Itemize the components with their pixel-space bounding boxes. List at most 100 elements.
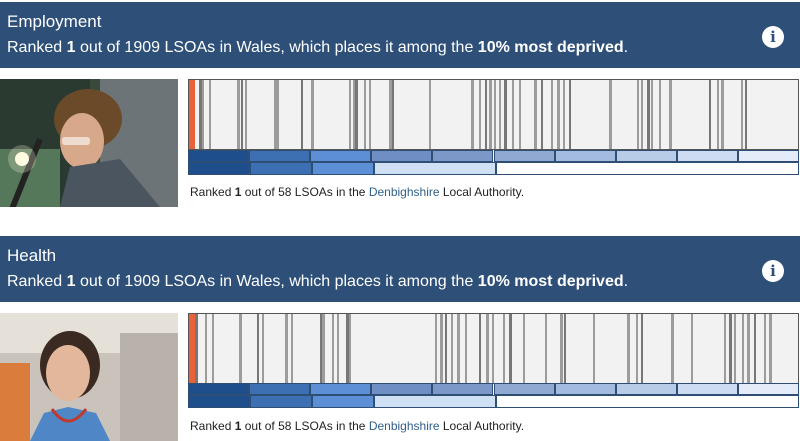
lsoa-tick <box>311 80 314 149</box>
lsoa-tick <box>564 314 566 383</box>
lsoa-tick <box>545 314 547 383</box>
lsoa-tick <box>636 314 638 383</box>
lsoa-tick <box>557 80 560 149</box>
lsoa-tick <box>512 80 514 149</box>
lsoa-tick <box>195 314 198 383</box>
lsoa-tick <box>745 80 747 149</box>
lsoa-tick <box>717 80 719 149</box>
lsoa-tick <box>274 80 277 149</box>
decile-segment <box>616 150 677 162</box>
lsoa-tick <box>257 314 259 383</box>
lsoa-tick <box>659 80 661 149</box>
lsoa-tick <box>742 314 744 383</box>
lsoa-tick <box>262 314 264 383</box>
decile-segment <box>432 150 493 162</box>
quintile-segment <box>250 162 312 175</box>
decile-segment <box>494 150 555 162</box>
lsoa-tick <box>369 80 371 149</box>
lsoa-tick <box>209 80 211 149</box>
lsoa-tick <box>479 80 481 149</box>
lsoa-tick <box>560 314 563 383</box>
lsoa-tick <box>471 80 474 149</box>
lsoa-tick <box>519 80 521 149</box>
lsoa-tick <box>503 314 505 383</box>
lsoa-tick <box>729 314 732 383</box>
lsoa-tick <box>724 314 726 383</box>
decile-segment <box>371 150 432 162</box>
local-authority-link[interactable]: Denbighshire <box>368 419 440 433</box>
decile-segment <box>310 150 371 162</box>
wales-rank-summary: Ranked 1 out of 1909 LSOAs in Wales, whi… <box>7 39 629 56</box>
lsoa-tick <box>647 80 650 149</box>
wales-lsoa-rank-strip <box>188 79 799 150</box>
lsoa-tick <box>435 314 437 383</box>
employment-photo <box>0 79 178 207</box>
lsoa-tick <box>332 314 334 383</box>
section-title: Health <box>7 246 57 265</box>
lsoa-tick <box>277 80 279 149</box>
section-title: Employment <box>7 12 102 31</box>
decile-segment <box>555 383 616 395</box>
lsoa-tick <box>492 314 494 383</box>
lsoa-tick <box>569 80 571 149</box>
decile-scale <box>188 150 799 176</box>
employment-header: Employment Ranked 1 out of 1909 LSOAs in… <box>0 2 800 68</box>
selected-lsoa-marker <box>189 80 195 149</box>
lsoa-tick <box>465 314 467 383</box>
decile-segment <box>738 383 799 395</box>
decile-segment <box>310 383 371 395</box>
decile-segment <box>371 383 432 395</box>
lsoa-tick <box>627 314 630 383</box>
lsoa-tick <box>392 80 394 149</box>
decile-segment <box>738 150 799 162</box>
lsoa-tick <box>301 80 303 149</box>
wales-rank-summary: Ranked 1 out of 1909 LSOAs in Wales, whi… <box>7 273 629 290</box>
info-icon[interactable]: i <box>762 260 784 282</box>
quintile-segment <box>496 395 799 408</box>
lsoa-tick <box>671 314 674 383</box>
lsoa-tick <box>212 314 214 383</box>
lsoa-tick <box>485 80 487 149</box>
quintile-segment <box>250 395 312 408</box>
lsoa-tick <box>754 314 756 383</box>
lsoa-tick <box>237 80 240 149</box>
lsoa-tick <box>523 314 525 383</box>
quintile-segment <box>374 395 496 408</box>
lsoa-tick <box>322 314 325 383</box>
lsoa-tick <box>764 314 766 383</box>
local-authority-rank: Ranked 1 out of 58 LSOAs in the Denbighs… <box>190 419 525 433</box>
quintile-segment <box>188 395 250 408</box>
lsoa-tick <box>651 80 653 149</box>
lsoa-tick <box>349 314 351 383</box>
quintile-segment <box>312 162 374 175</box>
lsoa-tick <box>641 314 643 383</box>
wales-lsoa-rank-strip <box>188 313 799 384</box>
lsoa-tick <box>486 314 489 383</box>
info-icon[interactable]: i <box>762 26 784 48</box>
health-photo <box>0 313 178 441</box>
lsoa-tick <box>734 314 736 383</box>
lsoa-tick <box>541 80 543 149</box>
lsoa-tick <box>609 80 612 149</box>
decile-segment <box>249 383 310 395</box>
decile-segment <box>249 150 310 162</box>
lsoa-tick <box>551 80 553 149</box>
lsoa-tick <box>504 80 507 149</box>
health-header: Health Ranked 1 out of 1909 LSOAs in Wal… <box>0 236 800 302</box>
lsoa-tick <box>355 80 358 149</box>
lsoa-tick <box>721 80 724 149</box>
lsoa-tick <box>741 80 743 149</box>
lsoa-tick <box>199 80 202 149</box>
quintile-segment <box>374 162 496 175</box>
lsoa-tick <box>479 314 481 383</box>
lsoa-tick <box>291 314 293 383</box>
local-authority-link[interactable]: Denbighshire <box>368 185 440 199</box>
lsoa-tick <box>451 314 453 383</box>
lsoa-tick <box>320 314 322 383</box>
quintile-segment <box>496 162 799 175</box>
lsoa-tick <box>637 80 639 149</box>
local-authority-rank: Ranked 1 out of 58 LSOAs in the Denbighs… <box>190 185 525 199</box>
decile-segment <box>555 150 616 162</box>
selected-lsoa-marker <box>189 314 195 383</box>
lsoa-tick <box>499 80 501 149</box>
